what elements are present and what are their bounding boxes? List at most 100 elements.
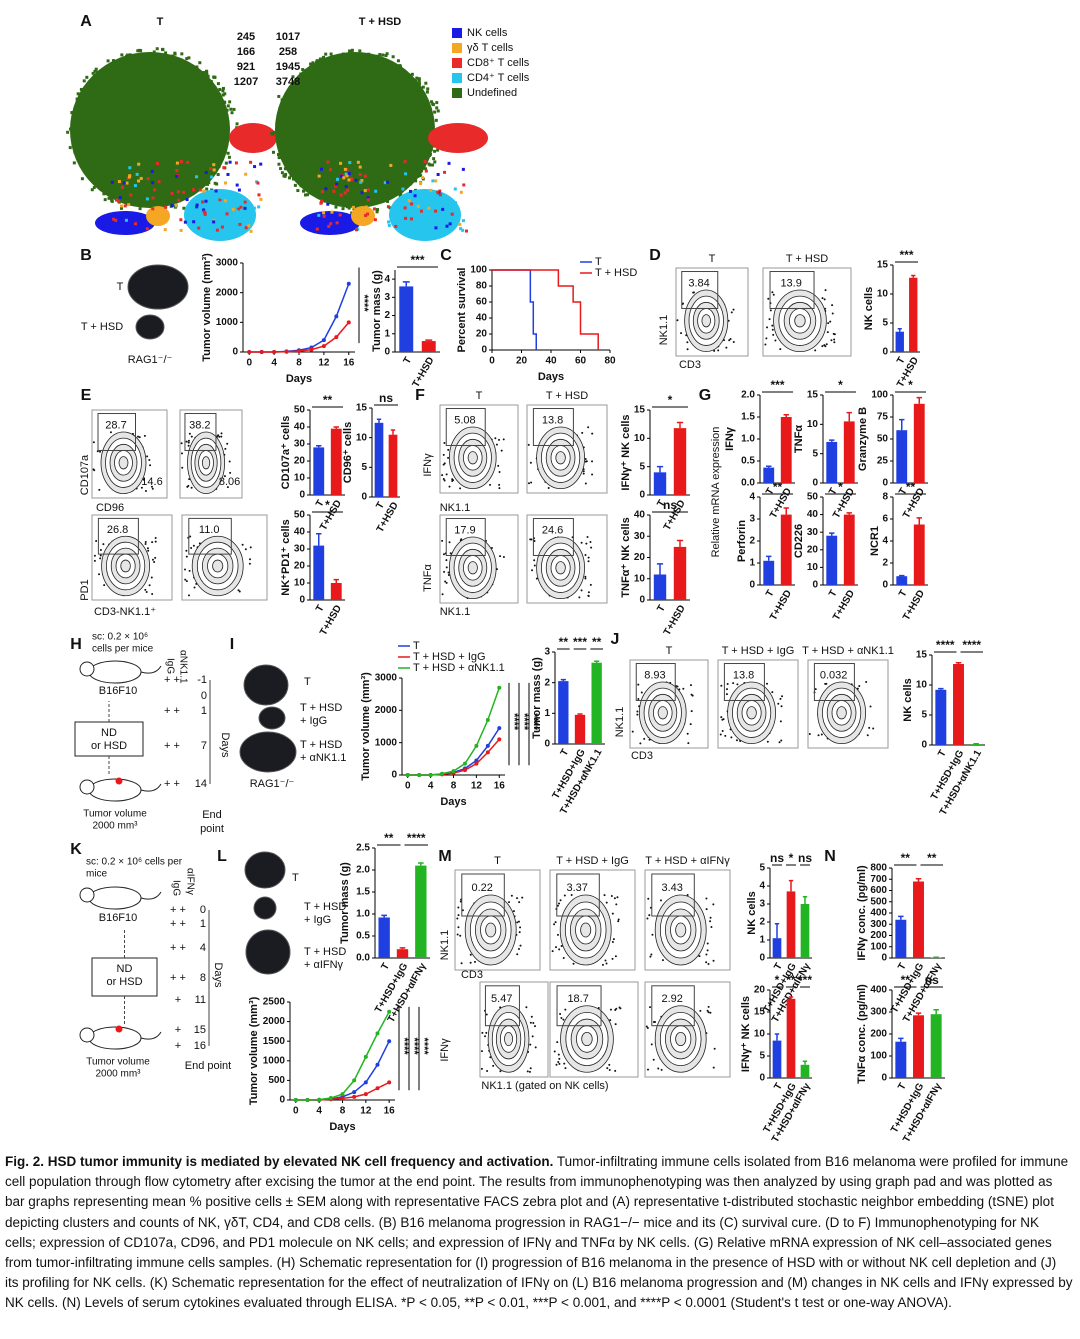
- y-tick-label: 0: [812, 478, 818, 489]
- group-title: T + HSD: [359, 16, 402, 28]
- cluster-dot: [410, 72, 414, 76]
- mouse: [79, 887, 95, 903]
- flow-event: [521, 896, 524, 899]
- flow-event: [224, 447, 227, 450]
- mouse: [140, 783, 162, 792]
- cluster-dot: [391, 68, 395, 72]
- cluster-dot: [426, 138, 430, 142]
- category-label: T: [897, 588, 910, 599]
- cluster-dot: [290, 164, 294, 168]
- y-tick-label: 0: [921, 740, 927, 751]
- cluster-dot: [145, 54, 149, 58]
- y-tick-label: 2000: [216, 287, 239, 298]
- flow-event: [485, 1013, 488, 1016]
- cluster-dot: [175, 195, 179, 199]
- flow-event: [486, 1069, 489, 1072]
- cluster-dot: [435, 106, 439, 110]
- bar: [935, 689, 947, 745]
- cluster-dot: [280, 98, 284, 102]
- y-tick-label: 0.0: [356, 953, 370, 964]
- panel-letter: J: [611, 631, 620, 648]
- flow-event: [728, 339, 731, 342]
- legend-swatch: [452, 88, 462, 98]
- day: 0: [200, 904, 206, 916]
- cluster-dot: [343, 167, 347, 171]
- flow-event: [605, 901, 608, 904]
- error-bar: [774, 923, 780, 939]
- cluster-dot: [85, 91, 89, 95]
- cluster-dot: [105, 74, 109, 78]
- flow-contour: [485, 922, 497, 938]
- flow-event: [529, 1021, 532, 1024]
- error-bar: [916, 517, 922, 525]
- significance: *: [325, 498, 330, 512]
- category-label: T: [314, 603, 327, 614]
- flow-event: [534, 1046, 537, 1049]
- label: or HSD: [91, 740, 127, 752]
- flow-event: [527, 482, 530, 485]
- bar: [421, 341, 436, 352]
- y-tick-label: 2: [759, 917, 765, 928]
- flow-event: [190, 435, 193, 438]
- flow-event: [709, 920, 712, 923]
- axis-title: Days: [329, 1121, 355, 1133]
- dose-mark: + +: [164, 778, 180, 790]
- label: End: [202, 809, 222, 821]
- cluster-dot: [363, 189, 367, 193]
- flow-event: [680, 332, 683, 335]
- category-label: T: [897, 486, 910, 497]
- label: T: [292, 872, 299, 884]
- y-tick-label: 60: [476, 297, 488, 308]
- cluster-dot: [345, 168, 349, 172]
- cluster-dot: [150, 60, 154, 64]
- caption-text: Tumor-infiltrating immune cells isolated…: [5, 1154, 1073, 1311]
- cluster-dot: [185, 57, 189, 61]
- cluster: [70, 52, 230, 208]
- y-tick-label: 2: [882, 558, 888, 569]
- category-label: T: [379, 961, 392, 972]
- y-tick-label: 75: [877, 412, 889, 423]
- cluster-dot: [123, 62, 127, 66]
- cluster-dot: [277, 142, 281, 146]
- y-tick-label: 15: [634, 405, 646, 416]
- cluster-dot: [215, 157, 219, 161]
- y-tick-label: 700: [870, 874, 887, 885]
- flow-event: [457, 906, 460, 909]
- cluster-dot: [272, 130, 276, 134]
- cluster-dot: [343, 55, 347, 59]
- flow-event: [705, 953, 708, 956]
- flow-event: [712, 903, 715, 906]
- flow-contour: [746, 706, 757, 720]
- day: 4: [200, 942, 206, 954]
- flow-event: [589, 540, 592, 543]
- y-tick-label: 30: [634, 531, 646, 542]
- error-bar: [766, 555, 772, 561]
- cluster-dot: [91, 90, 95, 94]
- flow-event: [153, 560, 156, 563]
- cluster-dot: [120, 185, 124, 189]
- cluster-dot: [170, 64, 174, 68]
- flow-event: [709, 1011, 712, 1014]
- error-bar: [656, 465, 664, 473]
- dose-mark: + +: [170, 904, 186, 916]
- cluster-dot: [288, 176, 292, 180]
- cluster-dot: [394, 224, 398, 228]
- flow-event: [614, 1023, 617, 1026]
- flow-event: [661, 959, 664, 962]
- bar: [843, 514, 855, 585]
- point: [340, 1092, 345, 1097]
- point: [297, 349, 301, 354]
- axis-title: NK⁺PD1⁺ cells: [280, 519, 292, 595]
- flow-event: [647, 897, 650, 900]
- cluster-dot: [340, 174, 344, 178]
- cluster-dot: [407, 199, 411, 203]
- flow-event: [872, 727, 875, 730]
- flow-event: [720, 684, 723, 687]
- flow-event: [559, 899, 562, 902]
- cluster-dot: [88, 170, 92, 174]
- flow-gate: [532, 518, 574, 556]
- cluster-dot: [283, 167, 287, 171]
- cluster-dot: [191, 217, 195, 221]
- cluster-dot: [220, 102, 224, 106]
- flow-event: [516, 953, 519, 956]
